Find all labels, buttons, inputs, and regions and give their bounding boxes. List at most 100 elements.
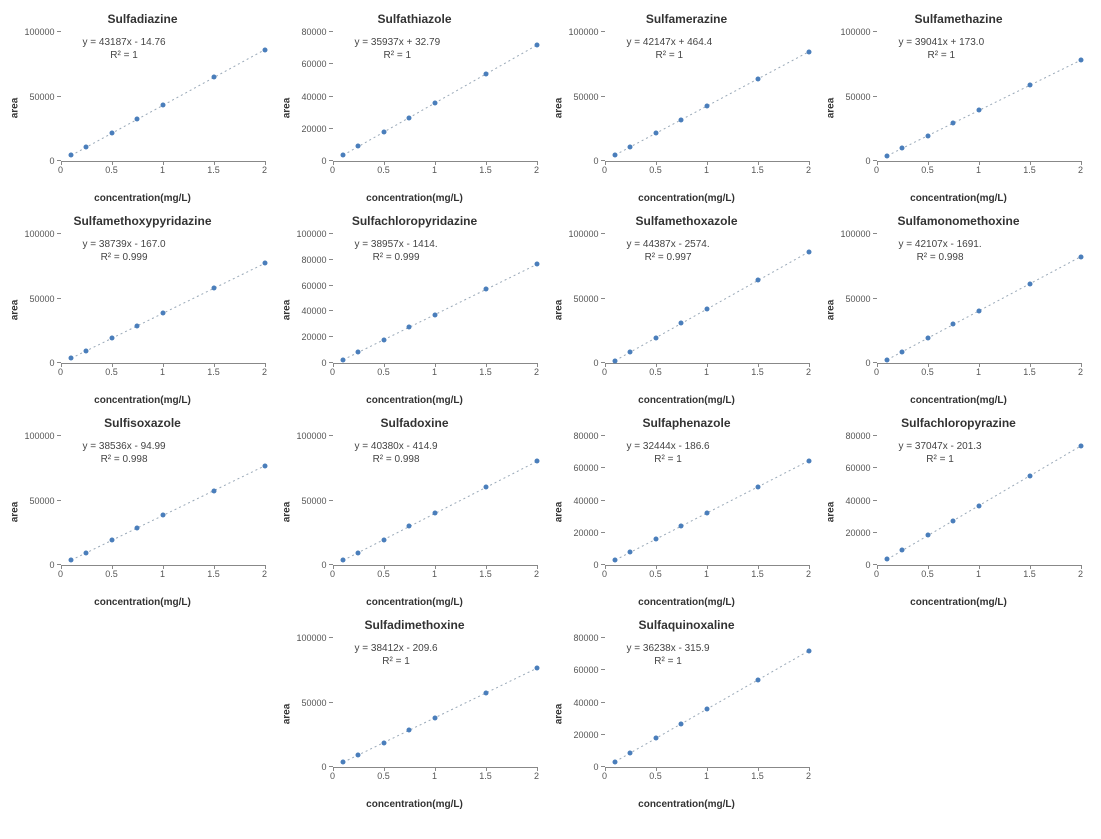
x-tick-label: 1 [160, 569, 165, 579]
data-point [534, 459, 539, 464]
chart-title: Sulfamethoxypyridazine [13, 212, 273, 230]
regression-r2: R² = 0.998 [83, 453, 166, 466]
data-point [135, 525, 140, 530]
chart-title: Sulfisoxazole [13, 414, 273, 432]
chart-title: Sulfadoxine [285, 414, 545, 432]
chart-panel: Sulfamethazineareaconcentration(mg/L)y =… [829, 10, 1089, 206]
data-point [211, 286, 216, 291]
y-tick-label: 60000 [573, 463, 598, 473]
x-axis-label: concentration(mg/L) [829, 395, 1089, 406]
data-point [806, 249, 811, 254]
x-tick-label: 0.5 [377, 367, 390, 377]
data-point [211, 75, 216, 80]
x-tick-label: 1.5 [207, 165, 220, 175]
y-tick-label: 0 [321, 762, 326, 772]
data-point [262, 261, 267, 266]
x-tick-label: 1.5 [479, 165, 492, 175]
x-tick-mark [928, 565, 929, 569]
y-axis-label: area [9, 98, 20, 119]
y-axis-label: area [9, 502, 20, 523]
chart-title: Sulfamonomethoxine [829, 212, 1089, 230]
x-tick-label: 1 [704, 771, 709, 781]
data-point [356, 350, 361, 355]
regression-r2: R² = 0.997 [627, 251, 710, 264]
regression-r2: R² = 1 [627, 655, 710, 668]
x-tick-label: 2 [806, 165, 811, 175]
data-point [381, 337, 386, 342]
x-tick-mark [435, 565, 436, 569]
regression-r2: R² = 1 [83, 49, 166, 62]
x-tick-label: 0 [330, 165, 335, 175]
data-point [381, 740, 386, 745]
data-point [432, 715, 437, 720]
y-tick-label: 40000 [845, 496, 870, 506]
regression-r2: R² = 1 [899, 453, 982, 466]
chart-panel: Sulfadimethoxineareaconcentration(mg/L)y… [285, 616, 545, 812]
data-point [534, 43, 539, 48]
data-point [1027, 281, 1032, 286]
regression-annotation: y = 38957x - 1414.R² = 0.999 [355, 238, 438, 264]
x-tick-mark [537, 767, 538, 771]
x-tick-label: 0.5 [105, 367, 118, 377]
data-point [951, 322, 956, 327]
data-point [407, 115, 412, 120]
x-tick-mark [384, 161, 385, 165]
x-tick-label: 0 [874, 367, 879, 377]
data-point [976, 108, 981, 113]
x-tick-label: 1 [160, 165, 165, 175]
x-tick-label: 1.5 [751, 367, 764, 377]
x-axis-label: concentration(mg/L) [285, 799, 545, 810]
x-tick-mark [979, 565, 980, 569]
y-tick-label: 50000 [845, 294, 870, 304]
x-tick-mark [486, 767, 487, 771]
y-tick-label: 0 [593, 560, 598, 570]
y-tick-label: 50000 [301, 496, 326, 506]
x-tick-mark [1030, 363, 1031, 367]
regression-annotation: y = 38412x - 209.6R² = 1 [355, 642, 438, 668]
data-point [704, 707, 709, 712]
regression-annotation: y = 43187x - 14.76R² = 1 [83, 36, 166, 62]
data-point [755, 278, 760, 283]
data-point [1027, 473, 1032, 478]
x-tick-mark [928, 161, 929, 165]
x-tick-label: 1 [432, 165, 437, 175]
y-tick-label: 80000 [301, 27, 326, 37]
data-point [160, 311, 165, 316]
data-point [679, 321, 684, 326]
x-tick-label: 0 [58, 165, 63, 175]
regression-equation: y = 35937x + 32.79 [355, 36, 441, 49]
x-tick-mark [605, 363, 606, 367]
data-point [135, 323, 140, 328]
x-tick-mark [61, 161, 62, 165]
x-tick-label: 0.5 [377, 569, 390, 579]
x-tick-mark [656, 161, 657, 165]
x-tick-mark [1081, 565, 1082, 569]
x-axis-label: concentration(mg/L) [285, 193, 545, 204]
x-tick-label: 1 [432, 771, 437, 781]
regression-annotation: y = 36238x - 315.9R² = 1 [627, 642, 710, 668]
x-tick-mark [435, 161, 436, 165]
regression-equation: y = 38739x - 167.0 [83, 238, 166, 251]
x-tick-label: 1 [160, 367, 165, 377]
regression-equation: y = 43187x - 14.76 [83, 36, 166, 49]
data-point [884, 557, 889, 562]
data-point [381, 537, 386, 542]
data-point [432, 101, 437, 106]
y-tick-label: 60000 [301, 59, 326, 69]
data-point [135, 117, 140, 122]
x-tick-label: 2 [1078, 165, 1083, 175]
x-tick-mark [214, 161, 215, 165]
chart-title: Sulfadimethoxine [285, 616, 545, 634]
x-tick-mark [265, 363, 266, 367]
chart-panel: Sulfamonomethoxineareaconcentration(mg/L… [829, 212, 1089, 408]
data-point [160, 103, 165, 108]
x-axis-label: concentration(mg/L) [13, 193, 273, 204]
data-point [628, 144, 633, 149]
data-point [483, 72, 488, 77]
x-axis-label: concentration(mg/L) [285, 395, 545, 406]
y-tick-label: 60000 [845, 463, 870, 473]
y-tick-label: 100000 [296, 633, 326, 643]
y-axis-label: area [825, 300, 836, 321]
chart-panel: Sulfadiazineareaconcentration(mg/L)y = 4… [13, 10, 273, 206]
data-point [653, 335, 658, 340]
